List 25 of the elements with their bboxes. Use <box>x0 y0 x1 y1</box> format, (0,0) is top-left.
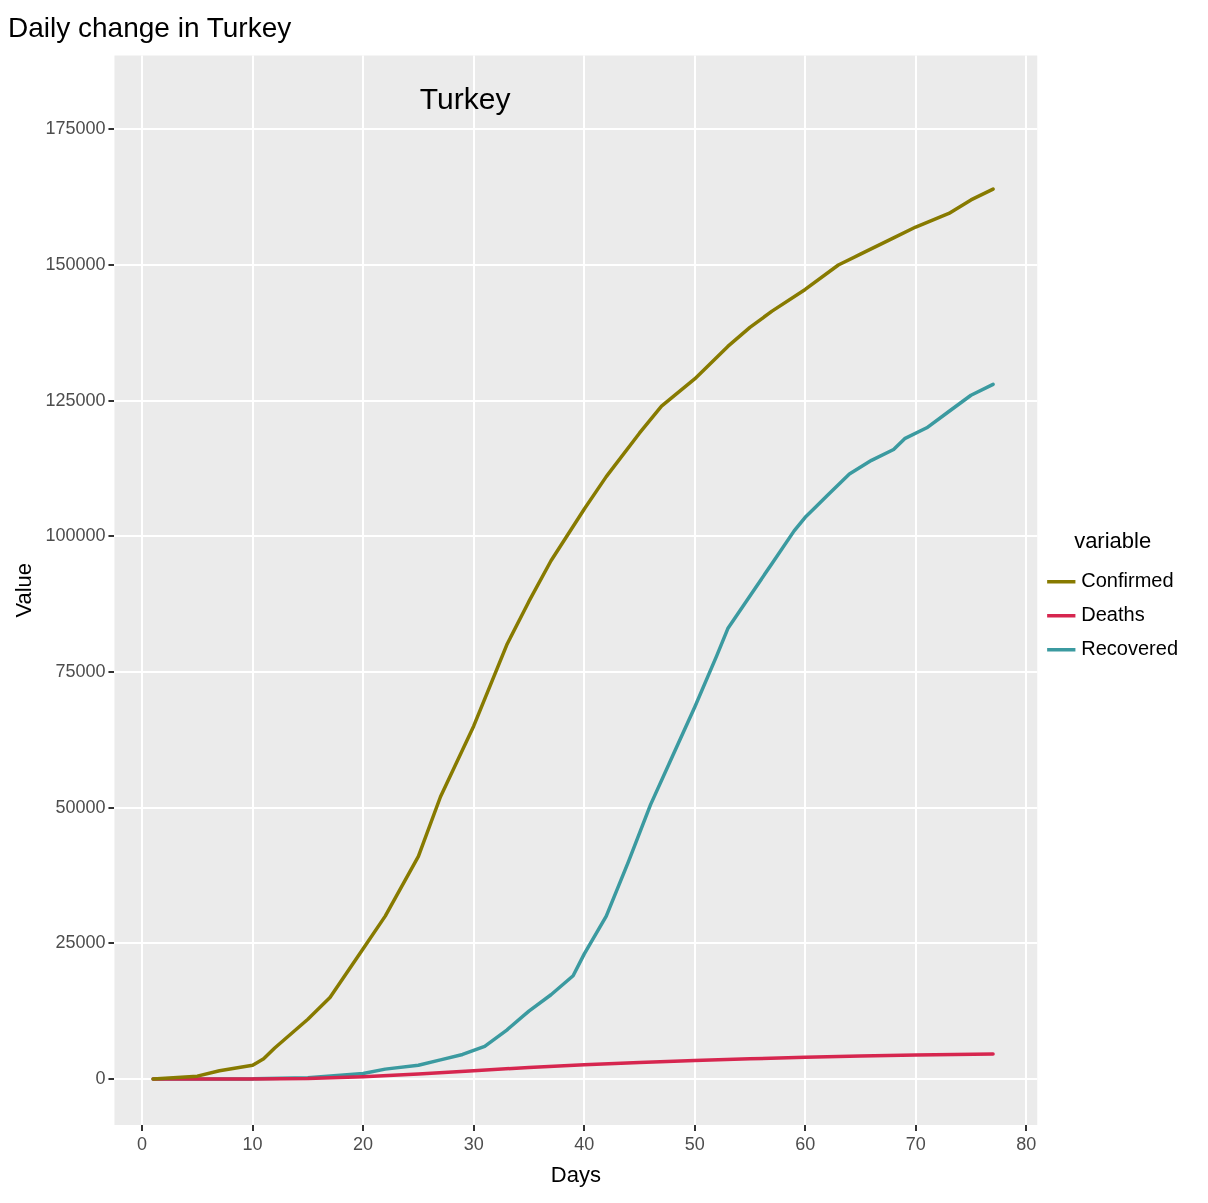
y-tick-label: 25000 <box>55 932 106 953</box>
annotation: Turkey <box>419 81 511 115</box>
y-tick-label: 150000 <box>45 254 106 274</box>
x-tick-label: 70 <box>905 1133 926 1154</box>
y-tick-label: 50000 <box>55 796 106 817</box>
x-tick-label: 30 <box>463 1133 484 1154</box>
x-tick-label: 10 <box>242 1133 263 1154</box>
x-tick-label: 50 <box>684 1133 705 1154</box>
chart-title: Daily change in Turkey <box>8 11 292 43</box>
x-tick-label: 60 <box>795 1133 816 1154</box>
legend-label: Recovered <box>1081 637 1178 660</box>
legend-title: variable <box>1074 528 1152 554</box>
y-tick-label: 0 <box>95 1067 106 1088</box>
y-tick-label: 125000 <box>45 389 106 410</box>
y-tick-label: 75000 <box>55 660 106 681</box>
legend-label: Deaths <box>1081 603 1145 626</box>
x-axis-title: Days <box>550 1161 601 1187</box>
y-axis-title: Value <box>11 562 37 618</box>
x-tick-label: 40 <box>574 1133 595 1154</box>
y-tick-label: 100000 <box>45 525 106 546</box>
x-tick-label: 20 <box>353 1133 374 1154</box>
x-tick-label: 0 <box>137 1133 148 1154</box>
legend-label: Confirmed <box>1081 569 1174 592</box>
x-tick-label: 80 <box>1016 1133 1037 1154</box>
y-tick-label: 175000 <box>45 118 106 139</box>
